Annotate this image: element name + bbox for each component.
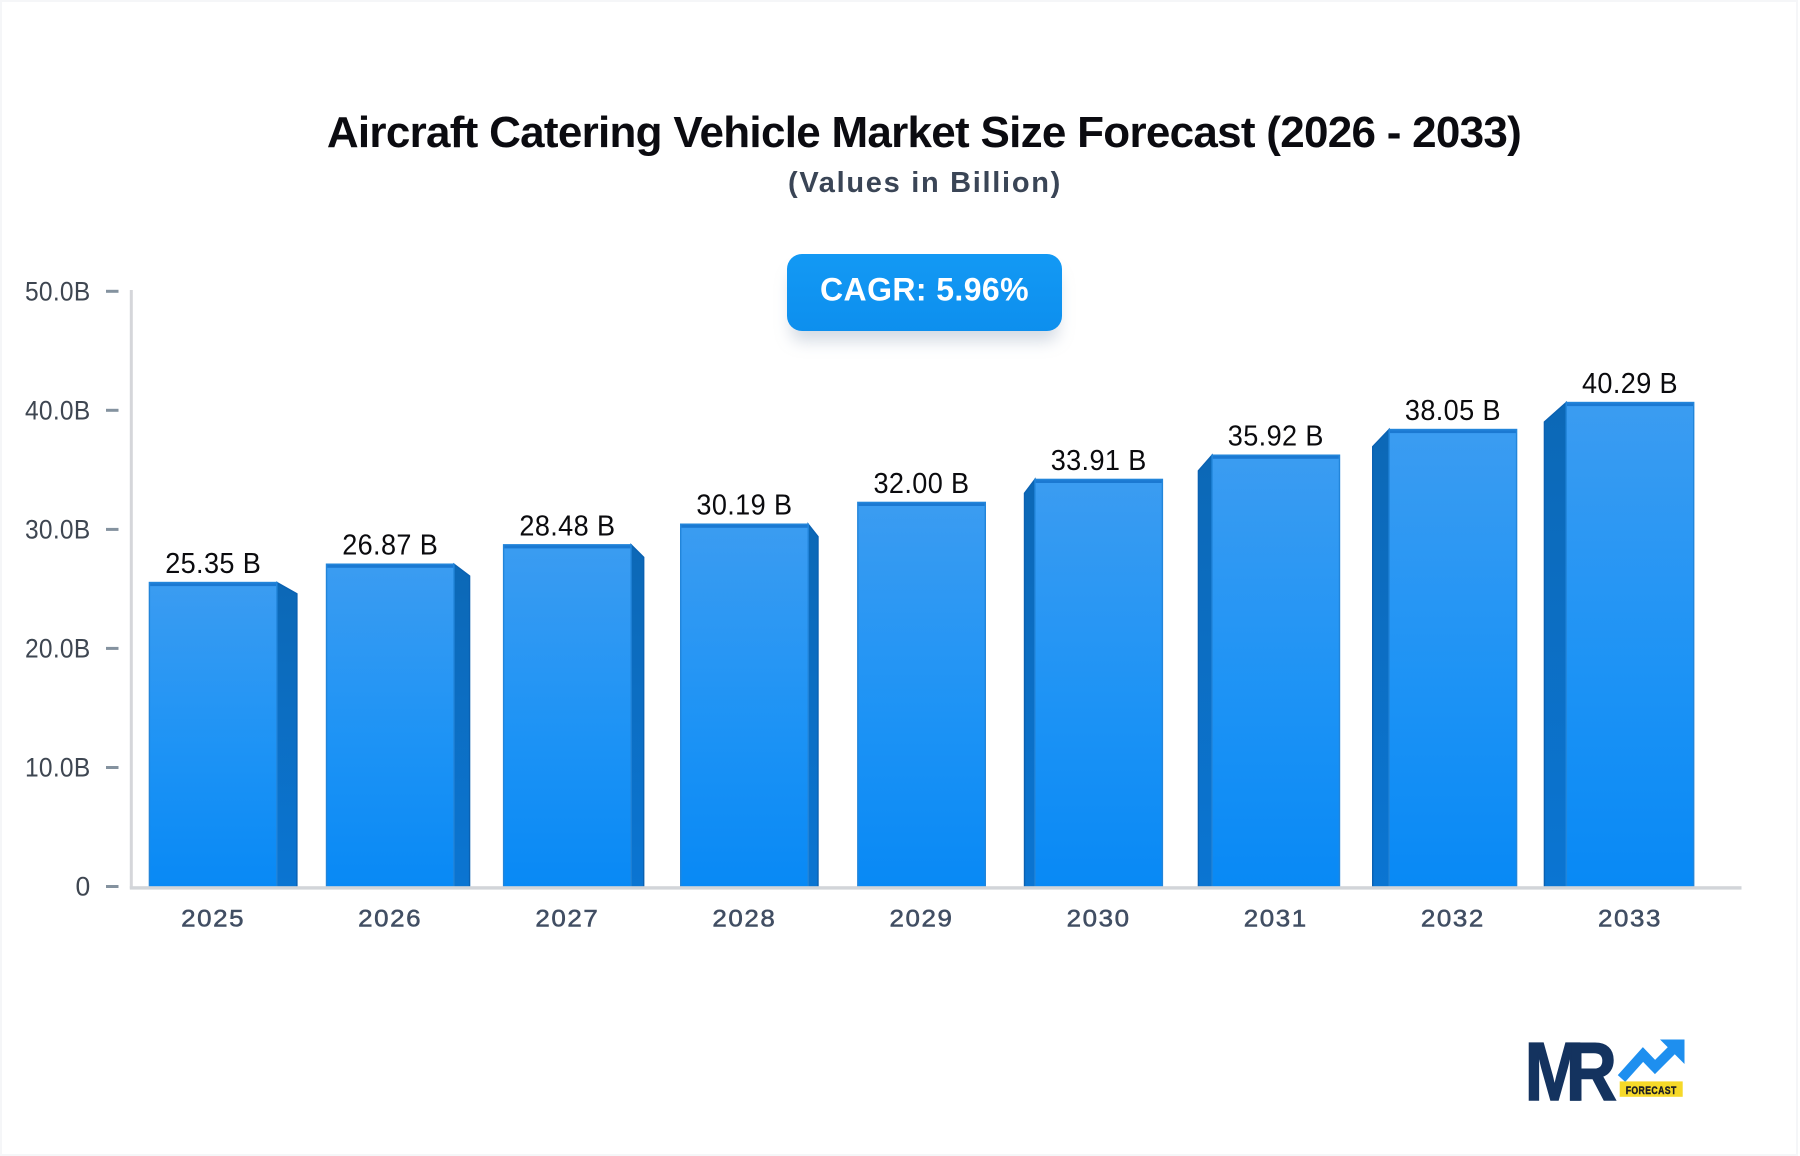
svg-text:30.19 B: 30.19 B xyxy=(696,490,792,522)
svg-text:32.00 B: 32.00 B xyxy=(874,468,970,500)
svg-text:38.05 B: 38.05 B xyxy=(1405,395,1501,427)
svg-text:2032: 2032 xyxy=(1421,906,1485,933)
svg-text:2028: 2028 xyxy=(712,906,776,933)
svg-text:2025: 2025 xyxy=(181,906,245,933)
svg-text:30.0B: 30.0B xyxy=(25,515,91,545)
svg-text:2029: 2029 xyxy=(890,906,954,933)
svg-text:50.0B: 50.0B xyxy=(25,276,91,306)
svg-text:35.92 B: 35.92 B xyxy=(1228,421,1324,453)
svg-text:26.87 B: 26.87 B xyxy=(342,530,438,562)
svg-text:2026: 2026 xyxy=(358,906,422,933)
svg-text:R: R xyxy=(1566,1025,1617,1118)
svg-text:33.91 B: 33.91 B xyxy=(1051,445,1147,477)
svg-text:2030: 2030 xyxy=(1067,906,1131,933)
svg-text:0: 0 xyxy=(75,872,90,902)
svg-text:40.0B: 40.0B xyxy=(25,395,91,425)
svg-text:28.48 B: 28.48 B xyxy=(519,510,615,542)
svg-text:25.35 B: 25.35 B xyxy=(165,548,261,580)
svg-text:2027: 2027 xyxy=(535,906,599,933)
svg-text:40.29 B: 40.29 B xyxy=(1582,368,1678,400)
svg-text:20.0B: 20.0B xyxy=(25,634,91,664)
svg-text:2033: 2033 xyxy=(1598,906,1662,933)
svg-text:FORECAST: FORECAST xyxy=(1626,1085,1677,1097)
svg-text:2031: 2031 xyxy=(1244,906,1308,933)
svg-text:10.0B: 10.0B xyxy=(25,753,91,783)
svg-text:M: M xyxy=(1525,1025,1585,1118)
